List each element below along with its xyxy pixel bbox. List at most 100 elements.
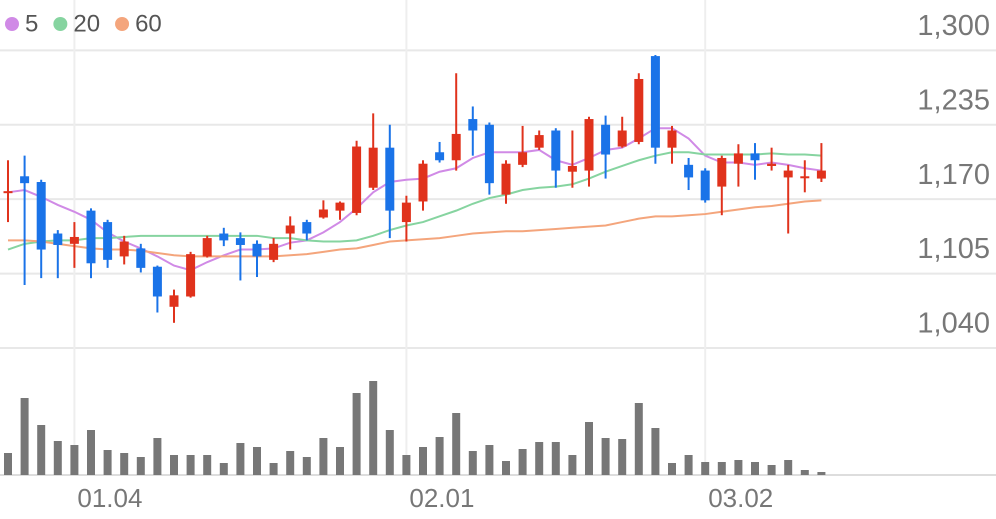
y-tick-label: 1,235 — [917, 84, 990, 116]
volume-bar — [568, 455, 577, 475]
candle-body — [53, 233, 63, 245]
candle-body — [186, 254, 196, 297]
volume-bar — [37, 425, 46, 475]
volume-bar — [485, 445, 494, 475]
legend-swatch — [115, 17, 130, 31]
candle-body — [451, 133, 461, 161]
volume-bar — [120, 453, 129, 475]
candle-body — [269, 243, 279, 260]
ma-line — [8, 199, 822, 258]
volume-bar — [385, 430, 394, 475]
candle-body — [352, 146, 362, 213]
candle-body — [20, 176, 30, 184]
x-tick-label: 03.02 — [708, 483, 773, 513]
volume-bar — [518, 449, 527, 475]
candle-body — [435, 152, 445, 161]
volume-bar — [601, 438, 610, 475]
candle-body — [152, 266, 162, 297]
candle-body — [86, 210, 96, 264]
volume-bar — [286, 451, 295, 475]
volume-bar — [435, 437, 444, 475]
y-tick-label: 1,170 — [917, 159, 990, 191]
candle-body — [783, 170, 793, 178]
volume-bar — [751, 462, 759, 475]
volume-bar — [186, 455, 195, 475]
legend-label: 5 — [25, 10, 38, 37]
candle-body — [601, 124, 611, 155]
y-tick-label: 1,040 — [917, 308, 990, 340]
candle-body — [717, 157, 727, 187]
volume-bar — [535, 442, 544, 475]
volume-bar — [551, 442, 560, 475]
volume-bar — [402, 455, 411, 475]
volume-bar — [136, 457, 145, 475]
volume-bar — [817, 472, 826, 475]
volume-bar — [253, 447, 261, 475]
candle-body — [103, 222, 113, 260]
candle-body — [235, 238, 245, 245]
candle-body — [684, 164, 694, 178]
candle-body — [700, 170, 710, 201]
volume-bar — [767, 465, 776, 475]
volume-bar — [684, 455, 693, 475]
candle-body — [534, 135, 544, 148]
candle-body — [285, 225, 295, 234]
candle-body — [750, 153, 760, 161]
candle-body — [617, 130, 627, 147]
candle-body — [634, 78, 644, 142]
candle-body — [136, 248, 146, 268]
volume-bar — [336, 447, 344, 475]
candle-body — [69, 236, 79, 244]
candle-body — [252, 243, 262, 257]
volume-bar — [369, 381, 378, 475]
candle-body — [302, 222, 312, 234]
candle-body — [401, 202, 411, 223]
volume-bar — [269, 463, 278, 475]
candle-body — [169, 295, 179, 307]
volume-bar — [800, 470, 809, 475]
ma-line — [7, 151, 822, 251]
volume-bar — [419, 447, 427, 475]
volume-bar — [203, 455, 212, 475]
volume-bar — [734, 460, 743, 475]
candle-body — [3, 191, 13, 194]
legend-label: 20 — [73, 10, 100, 37]
legend-swatch — [53, 17, 68, 31]
volume-bar — [618, 439, 627, 475]
candle-body — [584, 119, 594, 171]
candle-body — [650, 56, 660, 148]
volume-bar — [585, 422, 593, 475]
volume-bar — [70, 445, 79, 475]
candle-body — [418, 163, 428, 202]
volume-bar — [103, 450, 112, 475]
candle-body — [335, 202, 345, 211]
volume-bar — [634, 403, 643, 475]
candle-body — [518, 152, 528, 165]
volume-bar — [219, 463, 228, 475]
candle-body — [551, 130, 561, 171]
volume-bar — [784, 460, 793, 475]
candle-body — [567, 165, 577, 172]
y-tick-label: 1,105 — [917, 233, 990, 265]
candle-body — [733, 153, 743, 164]
volume-bar — [651, 428, 660, 475]
candle-body — [318, 209, 328, 218]
volume-bar — [153, 438, 162, 475]
legend-swatch — [5, 17, 19, 31]
candle-body — [219, 233, 229, 241]
volume-bar — [352, 393, 361, 475]
candle-body — [36, 182, 46, 250]
candle-body — [202, 238, 212, 257]
volume-bar — [668, 463, 676, 475]
candle-body — [800, 176, 810, 179]
volume-bar — [319, 438, 328, 475]
volume-bar — [53, 441, 62, 475]
volume-bar — [236, 443, 245, 475]
x-tick-label: 02.01 — [409, 483, 474, 513]
volume-bar — [502, 461, 510, 475]
candle-body — [667, 130, 677, 148]
candle-body — [767, 163, 777, 166]
volume-bar — [701, 462, 710, 475]
